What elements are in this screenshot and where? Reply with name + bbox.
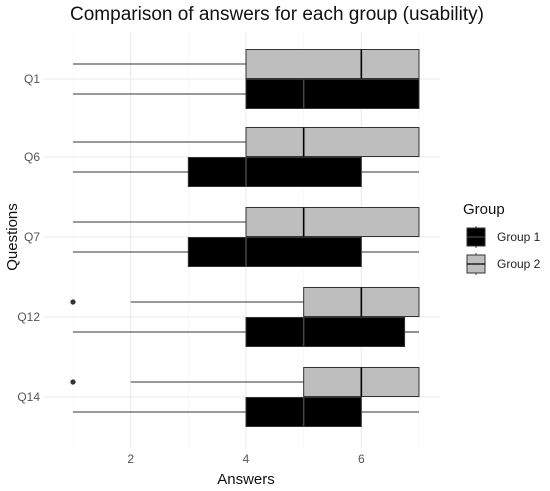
legend-item: Group 1: [466, 226, 541, 248]
box-Q6-group-2: [73, 127, 420, 157]
y-tick-label: Q12: [17, 310, 40, 324]
box: [245, 317, 406, 347]
y-tick-label: Q7: [24, 230, 40, 244]
box-Q12-group-1: [73, 317, 419, 347]
outlier-point: [70, 379, 76, 385]
x-axis-label: Answers: [217, 471, 275, 488]
legend-label: Group 1: [497, 230, 541, 244]
box-Q7-group-1: [73, 237, 419, 267]
x-tick-label: 4: [243, 452, 250, 466]
box: [187, 237, 362, 267]
outlier-point: [70, 299, 76, 305]
box-Q14-group-1: [73, 397, 419, 427]
x-tick-label: 2: [127, 452, 134, 466]
x-tick-label: 6: [358, 452, 365, 466]
plot-area: [70, 49, 420, 427]
legend-title: Group: [463, 201, 505, 218]
box-Q12-group-2: [70, 287, 420, 317]
box-Q6-group-1: [73, 157, 419, 187]
legend-item: Group 2: [466, 253, 541, 275]
y-tick-label: Q1: [24, 72, 40, 86]
chart-title: Comparison of answers for each group (us…: [70, 4, 484, 25]
box: [245, 207, 420, 237]
y-axis-label: Questions: [4, 203, 21, 271]
box: [245, 127, 420, 157]
legend: Group Group 1 Group 2: [463, 201, 541, 275]
y-tick-labels: Q1 Q6 Q7 Q12 Q14: [17, 72, 40, 404]
box-Q7-group-2: [73, 207, 420, 237]
box-Q1-group-2: [73, 49, 420, 79]
box: [187, 157, 362, 187]
box: [245, 49, 420, 79]
y-tick-label: Q6: [24, 150, 40, 164]
box-Q14-group-2: [70, 367, 420, 397]
box-Q1-group-1: [73, 79, 420, 109]
x-tick-labels: 2 4 6: [127, 452, 365, 466]
y-tick-label: Q14: [17, 390, 40, 404]
box: [245, 79, 420, 109]
legend-label: Group 2: [497, 257, 541, 271]
